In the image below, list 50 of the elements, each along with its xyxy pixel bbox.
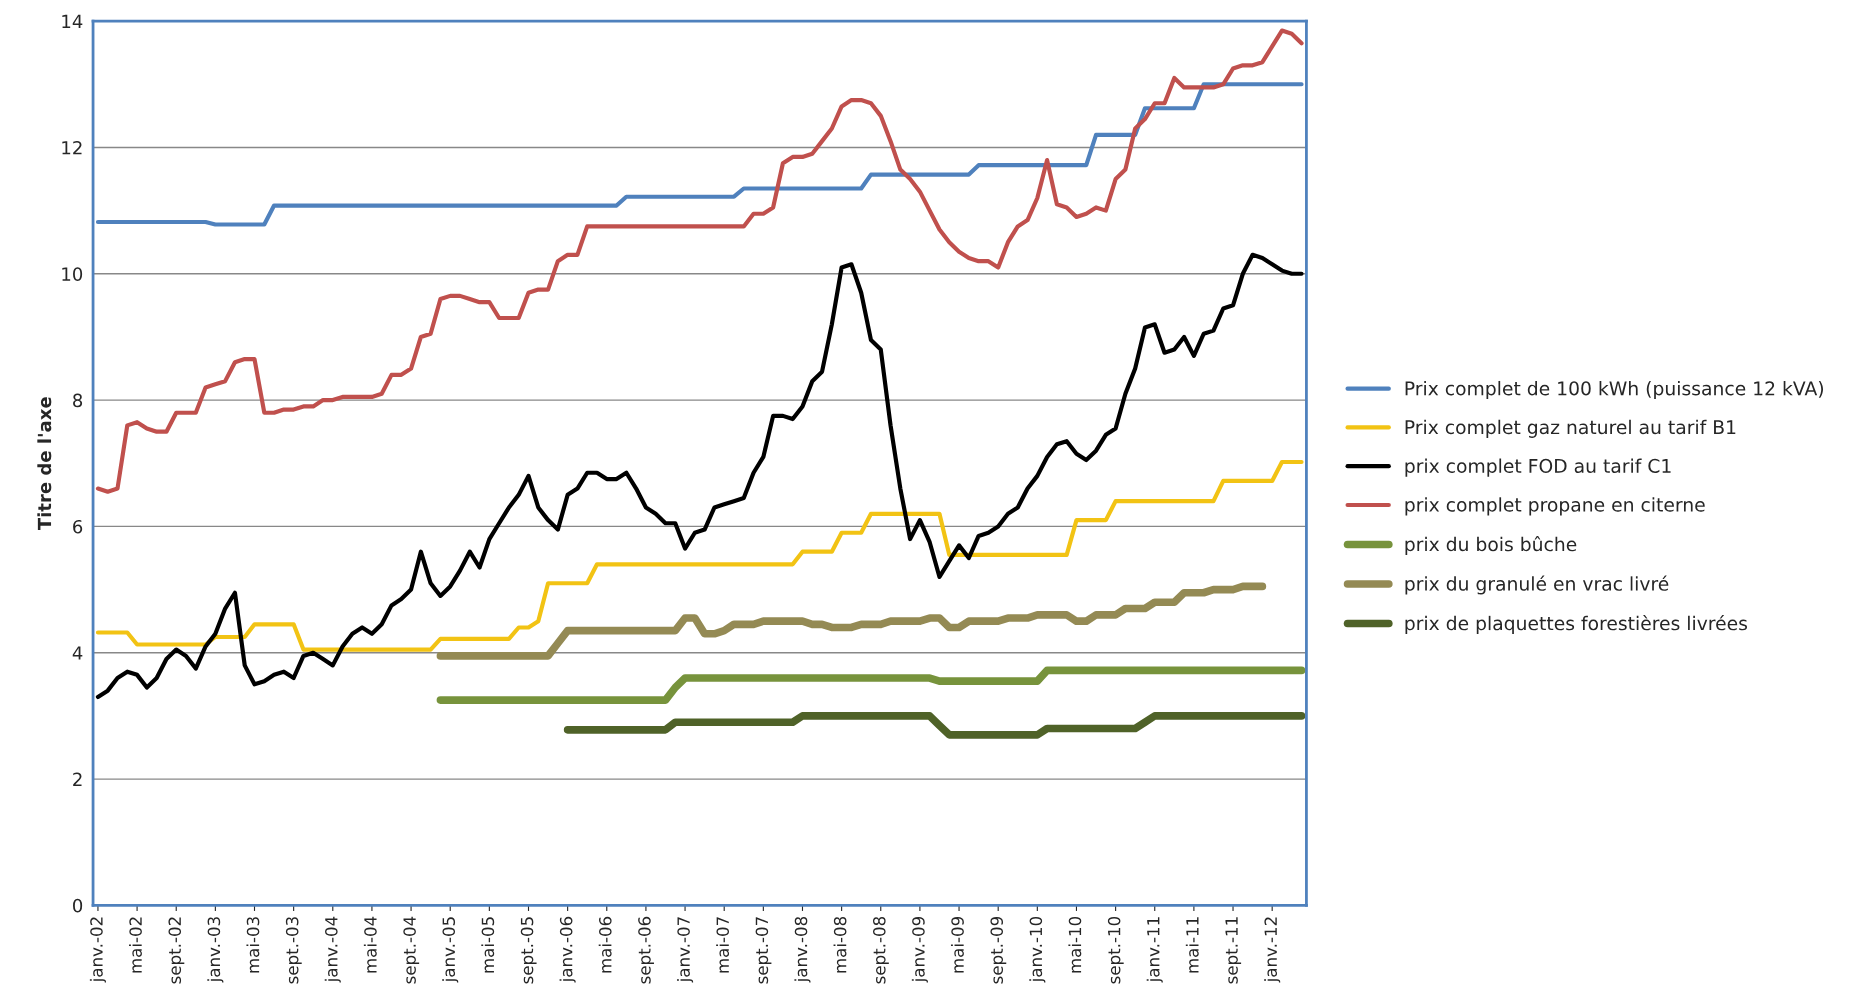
x-tick-label: sept.-10 [1107,916,1124,984]
x-tick-label: sept.-02 [168,917,185,984]
x-tick-label: sept.-09 [990,916,1007,984]
y-tick-label: 0 [73,898,83,913]
x-tick-label: janv.-11 [1146,917,1163,983]
x-tick-label: janv.-03 [207,917,224,983]
y-tick-label: 8 [73,393,83,408]
legend-label: prix complet propane en citerne [1405,497,1705,516]
x-tick-label: sept.-06 [638,916,654,984]
x-tick-label: sept.-05 [520,917,537,984]
x-tick-label: mai-04 [363,916,377,973]
x-tick-label: janv.-06 [559,916,576,983]
x-tick-label: mai-03 [246,917,260,973]
x-tick-label: sept.-11 [1225,917,1242,984]
y-tick-label: 14 [62,14,83,28]
x-tick-label: mai-10 [1068,916,1082,973]
legend-label: prix du bois bûche [1405,536,1577,555]
x-tick-label: sept.-07 [755,917,772,984]
x-tick-label: janv.-04 [324,916,341,983]
legend-label: Prix complet gaz naturel au tarif B1 [1405,419,1736,438]
x-tick-label: mai-06 [598,916,612,973]
y-tick-label: 4 [72,646,83,660]
legend-label: prix complet FOD au tarif C1 [1405,458,1671,477]
y-tick-label: 2 [73,772,82,786]
y-tick-label: 10 [62,267,83,281]
x-tick-label: mai-11 [1185,917,1199,973]
x-tick-label: janv.-02 [89,917,107,983]
x-tick-label: mai-07 [716,917,730,973]
y-tick-label: 6 [73,519,83,534]
x-tick-label: janv.-10 [1029,916,1046,983]
x-tick-label: sept.-08 [872,916,889,984]
y-axis-title: Titre de l'axe [37,397,52,531]
line-series [95,252,1304,700]
x-tick-label: mai-08 [833,916,847,973]
legend-label: prix du granulé en vrac livré [1405,575,1669,595]
x-tick-label: janv.-09 [911,916,928,983]
line-series [95,28,1304,494]
x-tick-label: sept.-03 [285,917,302,984]
x-tick-label: janv.-05 [442,917,459,983]
x-tick-label: janv.-07 [676,917,694,983]
line-series [95,459,1304,652]
x-tick-label: janv.-12 [1264,917,1281,983]
x-tick-label: sept.-04 [403,916,420,984]
legend-label: prix de plaquettes forestières livrées [1405,615,1748,634]
y-tick-label: 12 [62,140,82,155]
x-tick-label: janv.-08 [794,916,811,983]
x-tick-label: mai-05 [481,917,495,973]
legend-label: Prix complet de 100 kWh (puissance 12 kVA) [1405,380,1824,400]
x-tick-label: mai-09 [950,916,964,973]
x-tick-label: mai-02 [129,917,142,973]
